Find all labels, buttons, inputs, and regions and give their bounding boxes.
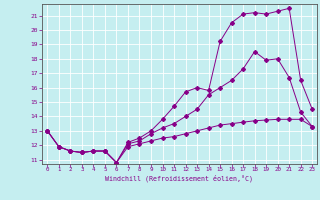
X-axis label: Windchill (Refroidissement éolien,°C): Windchill (Refroidissement éolien,°C) (105, 175, 253, 182)
